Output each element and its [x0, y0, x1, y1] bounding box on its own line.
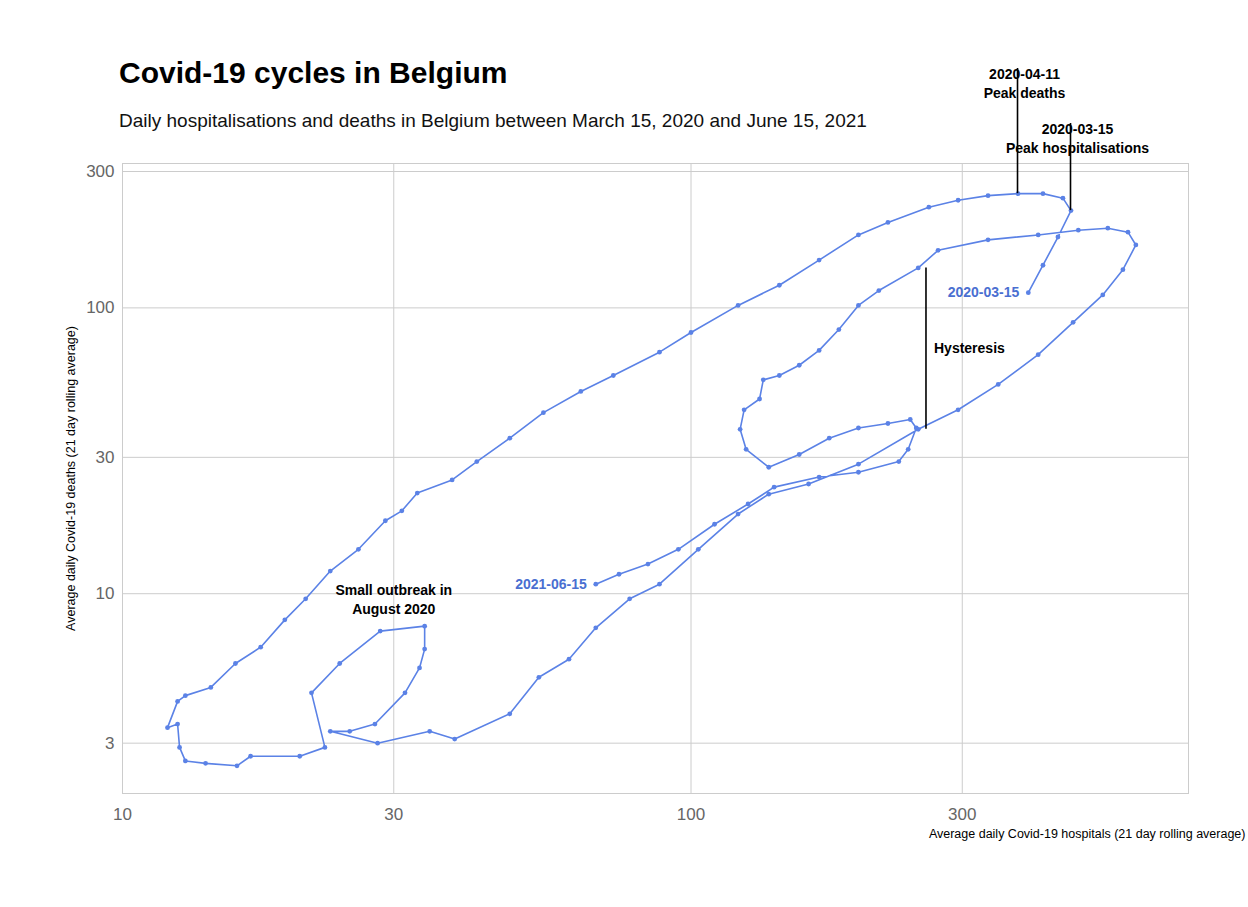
svg-text:30: 30	[96, 448, 115, 467]
svg-text:100: 100	[677, 805, 705, 824]
svg-text:10: 10	[96, 584, 115, 603]
svg-text:Average daily Covid-19 deaths: Average daily Covid-19 deaths (21 day ro…	[64, 326, 78, 631]
svg-text:Hysteresis: Hysteresis	[934, 340, 1005, 356]
svg-text:2020-03-15: 2020-03-15	[948, 284, 1020, 300]
html-text:Covid-19 cycles in Belgium: Covid-19 cycles in Belgium	[119, 56, 508, 89]
svg-text:300: 300	[948, 805, 976, 824]
svg-text:2020-03-15Peak hospitalisation: 2020-03-15Peak hospitalisations	[1006, 121, 1149, 156]
html-text:Daily hospitalisations and dea: Daily hospitalisations and deaths in Bel…	[119, 110, 867, 131]
svg-text:Average daily Covid-19 hospita: Average daily Covid-19 hospitals (21 day…	[929, 827, 1246, 841]
svg-text:300: 300	[86, 162, 114, 181]
svg-text:2020-04-11Peak deaths: 2020-04-11Peak deaths	[984, 66, 1066, 101]
svg-text:30: 30	[384, 805, 403, 824]
svg-text:2021-06-15: 2021-06-15	[515, 576, 587, 592]
svg-text:100: 100	[86, 298, 114, 317]
svg-text:Small outbreak inAugust 2020: Small outbreak inAugust 2020	[335, 582, 452, 617]
svg-text:3: 3	[105, 734, 114, 753]
svg-text:10: 10	[113, 805, 132, 824]
